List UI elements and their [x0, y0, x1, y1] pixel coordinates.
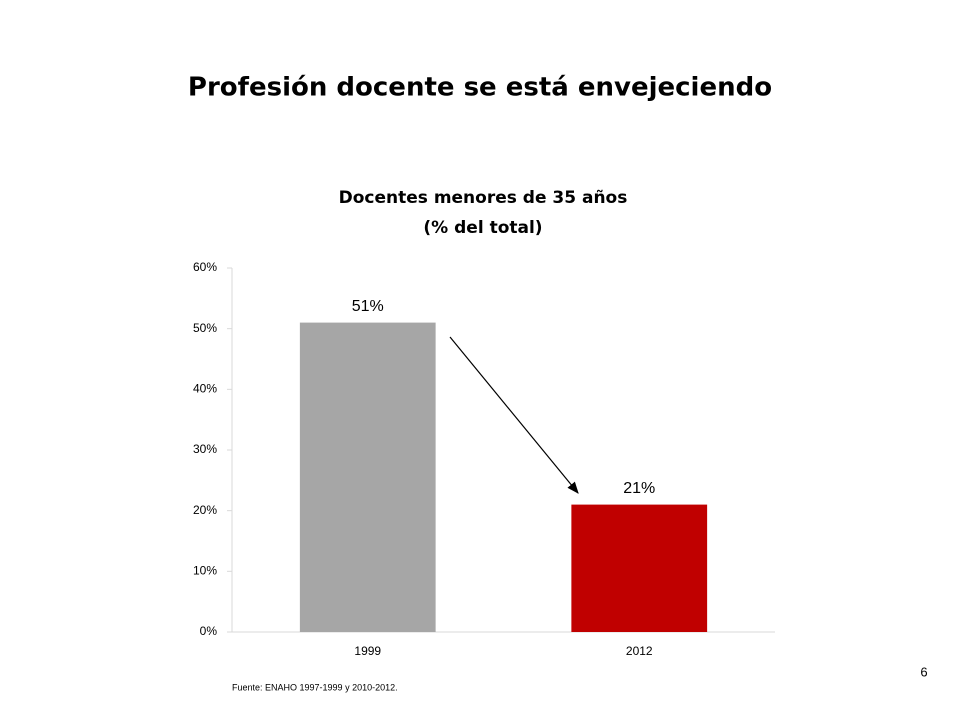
value-label: 21% — [623, 480, 655, 497]
y-tick-label: 20% — [193, 503, 217, 517]
y-tick-label: 50% — [193, 321, 217, 335]
x-tick-label: 2012 — [626, 644, 653, 658]
slide-title: Profesión docente se está envejeciendo — [188, 73, 772, 103]
value-label: 51% — [352, 298, 384, 315]
chart-subtitle: (% del total) — [423, 218, 542, 238]
bar — [571, 504, 708, 632]
y-tick-label: 60% — [193, 260, 217, 274]
page-number: 6 — [920, 664, 927, 679]
y-tick-label: 0% — [200, 624, 218, 638]
y-tick-label: 40% — [193, 382, 217, 396]
trend-arrow — [449, 336, 579, 494]
source-note: Fuente: ENAHO 1997-1999 y 2010-2012. — [232, 682, 398, 692]
bar — [299, 322, 436, 632]
y-tick-label: 10% — [193, 564, 217, 578]
x-tick-label: 1999 — [354, 644, 381, 658]
chart-title: Docentes menores de 35 años — [339, 188, 628, 208]
y-tick-label: 30% — [193, 442, 217, 456]
